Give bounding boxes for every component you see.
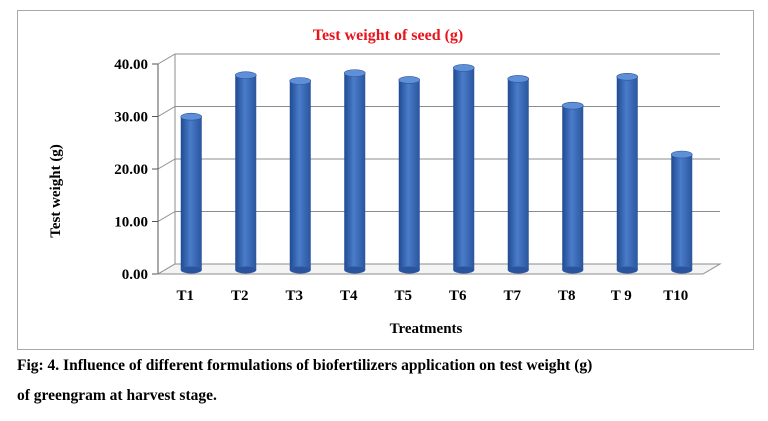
y-tick-label: 30.00 xyxy=(114,110,148,126)
bar-base xyxy=(180,266,202,274)
bar xyxy=(452,64,475,274)
x-tick-label: T7 xyxy=(503,288,521,304)
bar-top xyxy=(398,76,421,84)
bar-top xyxy=(670,150,693,159)
chart-frame: 0.00 10.00 20.00 30.00 40.00 T1 T2 T3 T4 T5 T6 T7 T8… xyxy=(17,10,754,350)
bar-body xyxy=(344,73,366,270)
chart-title: Test weight of seed (g) xyxy=(313,27,464,44)
x-tick-label: T5 xyxy=(394,288,412,304)
gridline-depth xyxy=(157,106,176,117)
figure-caption-line-2: of greengram at harvest stage. xyxy=(17,387,217,404)
bar xyxy=(289,77,312,274)
bar-top xyxy=(452,64,475,72)
gridlines xyxy=(157,53,720,275)
bar xyxy=(561,101,584,274)
bar-top xyxy=(234,71,257,80)
gridline-depth xyxy=(157,211,176,222)
bar-base xyxy=(671,266,693,274)
bar-base xyxy=(235,266,257,274)
bar-body xyxy=(671,154,693,270)
x-axis-title: Treatments xyxy=(390,321,463,337)
bar-base xyxy=(289,266,311,274)
bar-top xyxy=(289,77,312,85)
bar-base xyxy=(562,266,584,274)
bar-chart: 0.00 10.00 20.00 30.00 40.00 T1 T2 T3 T4 T5 T6 T7 T8… xyxy=(48,27,722,337)
x-tick-label: T10 xyxy=(663,288,688,304)
labels: 0.00 10.00 20.00 30.00 40.00 T1 T2 T3 T4 T5 T6 T7 T8… xyxy=(114,57,688,304)
bar-base xyxy=(507,266,529,274)
bar-body xyxy=(453,67,475,270)
gridline-depth xyxy=(157,158,176,170)
bar xyxy=(670,150,693,274)
bar xyxy=(398,76,421,274)
bar-base xyxy=(453,266,475,274)
x-tick-label: T6 xyxy=(449,288,467,304)
bar-body xyxy=(398,79,420,270)
bar xyxy=(616,73,639,274)
y-axis-title: Test weight (g) xyxy=(48,144,64,238)
bar-base xyxy=(398,266,420,274)
bar-top xyxy=(343,69,366,77)
bar-body xyxy=(180,116,202,270)
y-tick-label: 10.00 xyxy=(114,215,148,231)
bars xyxy=(180,64,693,274)
bar-top xyxy=(507,75,530,83)
bar-body xyxy=(562,105,584,270)
bar xyxy=(180,112,203,274)
x-tick-label: T4 xyxy=(340,288,358,304)
y-tick-label: 0.00 xyxy=(122,267,148,283)
bar-body xyxy=(507,78,529,271)
x-tick-label: T2 xyxy=(231,288,249,304)
x-tick-label: T3 xyxy=(285,288,303,304)
bar xyxy=(343,69,366,274)
bar xyxy=(234,71,257,274)
x-tick-label: T8 xyxy=(558,288,576,304)
y-tick-label: 20.00 xyxy=(114,162,148,178)
bar-body xyxy=(235,75,257,270)
bar-base xyxy=(344,266,366,274)
bar-top xyxy=(180,112,203,121)
bar-body xyxy=(616,76,638,270)
bar-top xyxy=(561,101,584,110)
figure-caption-line-1: Fig: 4. Influence of different formulati… xyxy=(17,357,593,374)
bar-base xyxy=(616,266,638,274)
bar-top xyxy=(616,73,639,81)
bar xyxy=(507,75,530,274)
gridline-depth xyxy=(157,53,176,65)
x-tick-label: T1 xyxy=(176,288,194,304)
y-tick-label: 40.00 xyxy=(114,57,148,73)
bar-body xyxy=(289,81,311,270)
x-tick-label: T 9 xyxy=(611,288,632,304)
